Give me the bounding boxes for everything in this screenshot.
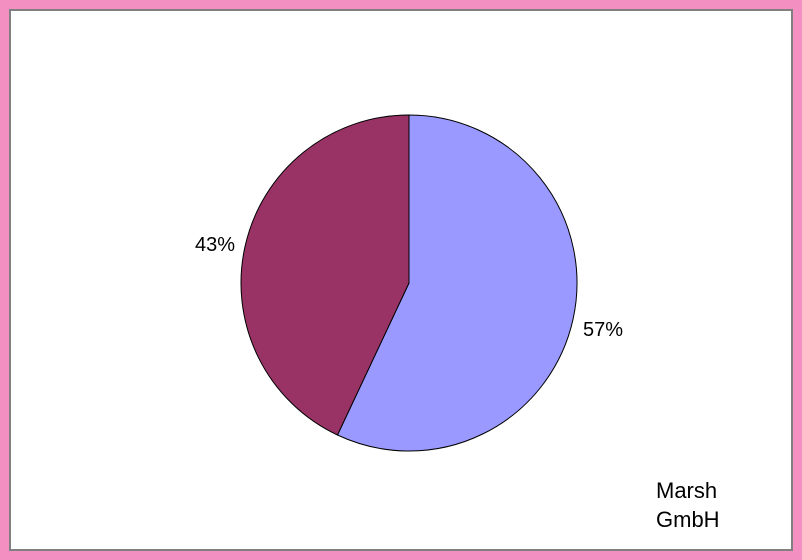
pie-slice-2: [240, 114, 410, 436]
pie-slice-1: [336, 114, 578, 452]
caption-line-1: Marsh: [656, 478, 718, 503]
chart-caption: Marsh GmbH: [656, 476, 720, 534]
pie-data-label-1: 57%: [583, 319, 623, 341]
caption-line-2: GmbH: [656, 507, 720, 532]
pie-data-labels: 57% 43%: [195, 234, 623, 341]
pie-data-label-2: 43%: [195, 234, 235, 256]
pie-slices: [240, 114, 578, 452]
